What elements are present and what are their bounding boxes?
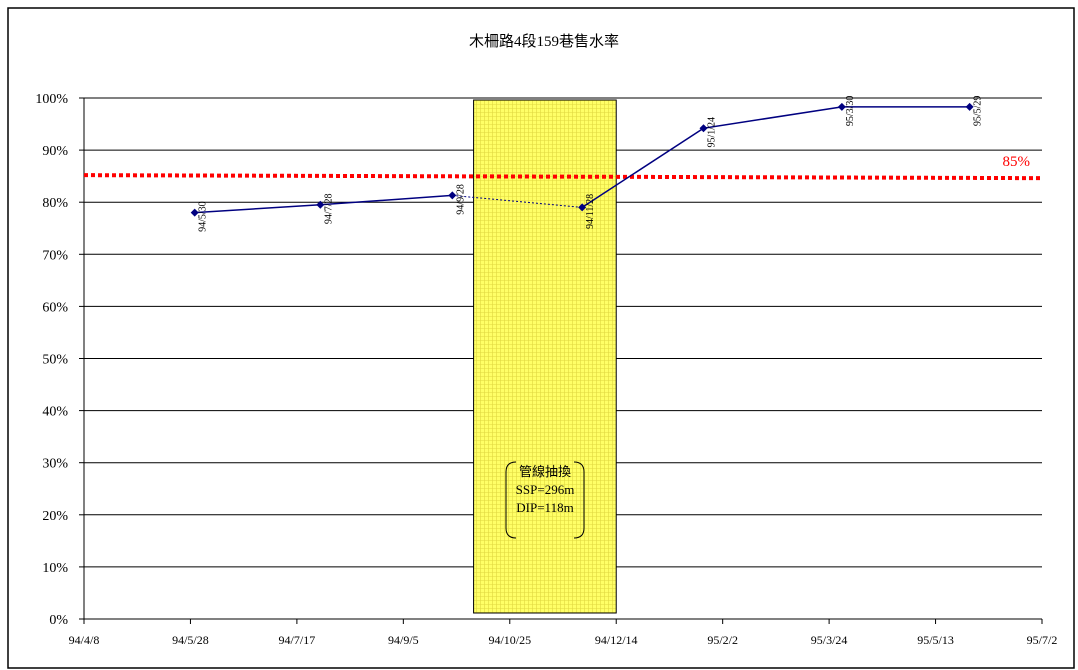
- data-label: 95/5/29: [973, 96, 984, 127]
- annotation-line: 管線抽換: [519, 464, 571, 479]
- plot-area: 0% 10% 20% 30% 40% 50% 60% 70% 80% 90% 100% 94/4/8 9…: [35, 92, 1057, 647]
- data-label: 95/3/30: [845, 96, 856, 127]
- x-tick-label: 94/7/17: [279, 633, 316, 647]
- annotation-bracket-left: [505, 461, 517, 539]
- data-point: [965, 102, 974, 111]
- data-point: [190, 208, 199, 217]
- series-segment: [703, 106, 842, 129]
- y-tick-label: 10%: [42, 561, 68, 576]
- data-point: [316, 200, 325, 209]
- series-segment: [194, 204, 321, 214]
- data-point: [699, 124, 708, 133]
- reference-line-label: 85%: [1003, 154, 1031, 170]
- data-point: [448, 191, 457, 200]
- x-tick-label: 94/9/5: [388, 633, 419, 647]
- y-tick-label: 50%: [42, 353, 68, 368]
- y-tick-label: 80%: [42, 196, 68, 211]
- y-tick-label: 60%: [42, 300, 68, 315]
- annotation-bracket-right: [573, 461, 585, 539]
- x-tick-label: 94/5/28: [172, 633, 209, 647]
- data-point: [578, 203, 587, 212]
- y-tick-label: 100%: [35, 92, 68, 107]
- data-label: 94/9/28: [455, 184, 466, 215]
- highlight-band: [473, 99, 617, 614]
- y-tick-label: 90%: [42, 144, 68, 159]
- y-tick-label: 40%: [42, 405, 68, 420]
- chart-title: 木柵路4段159巷售水率: [469, 33, 619, 50]
- series-segment: [452, 194, 583, 208]
- data-label: 94/11/28: [585, 194, 596, 229]
- x-tick-label: 95/7/2: [1027, 633, 1058, 647]
- x-tick-label: 95/2/2: [707, 633, 738, 647]
- x-tick-label: 95/3/24: [811, 633, 848, 647]
- y-tick-label: 0%: [49, 613, 68, 628]
- y-tick-label: 70%: [42, 248, 68, 263]
- x-tick-label: 95/5/13: [917, 633, 954, 647]
- x-tick-label: 94/12/14: [595, 633, 638, 647]
- data-label: 94/7/28: [323, 194, 334, 225]
- reference-line: [83, 173, 1043, 181]
- annotation-line: SSP=296m: [516, 482, 575, 497]
- data-label: 94/5/30: [198, 201, 209, 232]
- data-point: [837, 102, 846, 111]
- x-tick-label: 94/10/25: [488, 633, 531, 647]
- y-tick-label: 20%: [42, 509, 68, 524]
- x-tick-label: 94/4/8: [69, 633, 100, 647]
- y-tick-label: 30%: [42, 457, 68, 472]
- data-label: 95/1/24: [707, 117, 718, 148]
- annotation-line: DIP=118m: [516, 500, 573, 515]
- series-segment: [581, 127, 704, 209]
- series-segment: [320, 194, 453, 206]
